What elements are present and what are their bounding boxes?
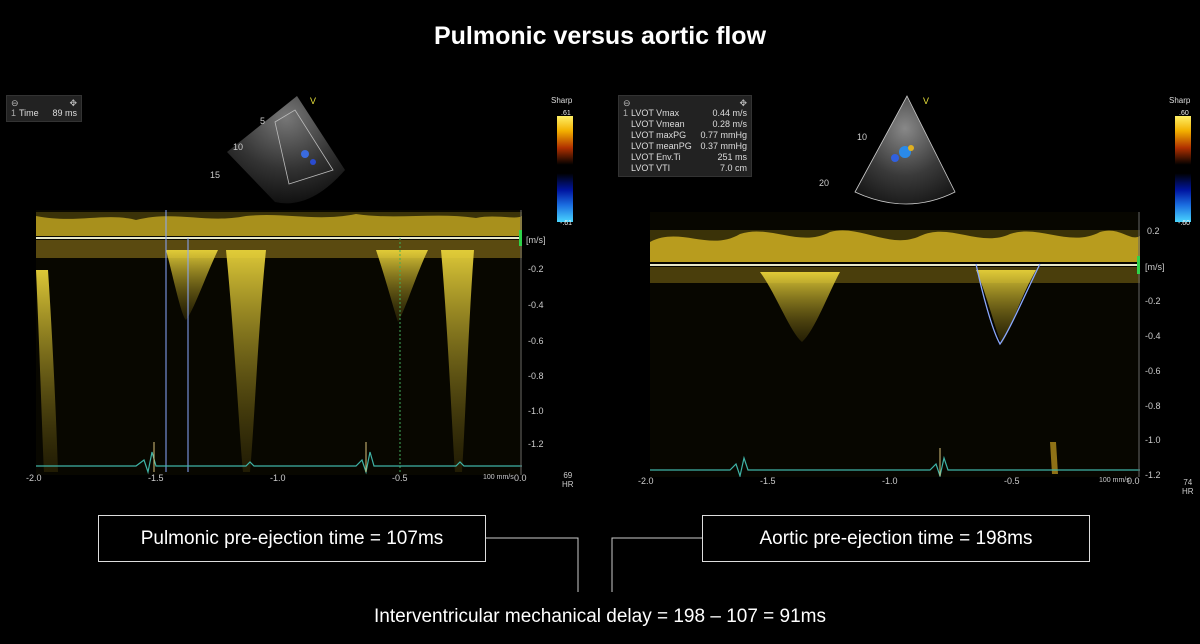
x-tick: -2.0 xyxy=(26,473,42,483)
x-tick: -0.5 xyxy=(392,473,408,483)
left-doppler-spectrum xyxy=(36,210,522,475)
x-tick: -1.0 xyxy=(270,473,286,483)
y-tick: -0.4 xyxy=(1145,331,1161,341)
y-tick: -1.2 xyxy=(1145,470,1161,480)
unit-label: [m/s] xyxy=(526,235,546,245)
heart-rate: 74 HR xyxy=(1182,478,1194,496)
sweep-label: 100 mm/s xyxy=(483,474,514,481)
svg-text:20: 20 xyxy=(819,178,829,188)
collapse-icon[interactable]: ⊖ xyxy=(11,98,19,108)
measurement-row: LVOT Vmean 0.28 m/s xyxy=(631,119,747,129)
y-tick: -0.6 xyxy=(528,336,544,346)
move-icon[interactable]: ✥ xyxy=(739,98,747,108)
y-tick: -0.2 xyxy=(528,264,544,274)
measurement-row: LVOT maxPG 0.77 mmHg xyxy=(631,130,747,140)
measurement-row: LVOT meanPG 0.37 mmHg xyxy=(631,141,747,151)
sector-marker: V xyxy=(310,96,316,106)
collapse-icon[interactable]: ⊖ xyxy=(623,98,631,108)
velocity-colorbar xyxy=(1175,116,1191,222)
sector-marker: V xyxy=(923,96,929,106)
y-tick: -0.6 xyxy=(1145,366,1161,376)
page-title: Pulmonic versus aortic flow xyxy=(433,22,767,50)
svg-text:5: 5 xyxy=(260,116,265,126)
colorbar-top-label: .61 xyxy=(561,110,571,117)
right-measurement-box[interactable]: ⊖ ✥ 1 LVOT Vmax 0.44 m/s LVOT Vmean 0.28 m/s… xyxy=(618,95,752,177)
measurement-row: 1 LVOT Vmax 0.44 m/s xyxy=(623,108,747,118)
unit-label: [m/s] xyxy=(1145,262,1165,272)
svg-text:10: 10 xyxy=(233,142,243,152)
y-tick: -0.2 xyxy=(1145,296,1161,306)
y-tick: -1.0 xyxy=(528,406,544,416)
interventricular-delay-label: Interventricular mechanical delay = 198 … xyxy=(373,606,827,627)
left-sector-image: V 5 10 15 xyxy=(210,96,345,204)
y-tick: -0.8 xyxy=(528,371,544,381)
sharp-label: Sharp xyxy=(551,96,573,105)
left-measurement-box[interactable]: ⊖ ✥ 1 Time 89 ms xyxy=(6,95,82,122)
y-tick: -0.8 xyxy=(1145,401,1161,411)
colorbar-bottom-label: -.61 xyxy=(560,220,573,227)
move-icon[interactable]: ✥ xyxy=(69,98,77,108)
x-tick: -1.5 xyxy=(148,473,164,483)
pulmonic-label: Pulmonic pre-ejection time = 107ms xyxy=(140,527,444,549)
colorbar-top-label: .60 xyxy=(1179,110,1189,117)
right-doppler-spectrum xyxy=(650,212,1140,477)
colorbar-bottom-label: -.60 xyxy=(1178,220,1191,227)
aortic-label: Aortic pre-ejection time = 198ms xyxy=(759,527,1033,549)
y-tick: -1.0 xyxy=(1145,435,1161,445)
y-tick: -0.4 xyxy=(528,300,544,310)
heart-rate: 69 HR xyxy=(562,471,574,489)
sharp-label: Sharp xyxy=(1169,96,1191,105)
velocity-colorbar xyxy=(557,116,573,222)
x-tick: -0.5 xyxy=(1004,476,1020,486)
x-tick: -2.0 xyxy=(638,476,654,486)
measurement-row: 1 Time 89 ms xyxy=(11,108,77,118)
measurement-row: LVOT Env.Ti 251 ms xyxy=(631,152,747,162)
sweep-label: 100 mm/s xyxy=(1099,477,1130,484)
y-tick: 0.2 xyxy=(1147,226,1160,236)
measurement-row: LVOT VTI 7.0 cm xyxy=(631,163,747,173)
connector-lines xyxy=(486,537,702,592)
right-sector-image: V 10 20 xyxy=(819,95,956,205)
y-tick: -1.2 xyxy=(528,439,544,449)
x-tick: -1.5 xyxy=(760,476,776,486)
pulmonic-label-box: Pulmonic pre-ejection time = 107ms xyxy=(98,515,486,562)
x-tick: 0.0 xyxy=(514,473,527,483)
x-tick: 0.0 xyxy=(1127,476,1140,486)
x-tick: -1.0 xyxy=(882,476,898,486)
svg-text:15: 15 xyxy=(210,170,220,180)
svg-text:10: 10 xyxy=(857,132,867,142)
aortic-label-box: Aortic pre-ejection time = 198ms xyxy=(702,515,1090,562)
